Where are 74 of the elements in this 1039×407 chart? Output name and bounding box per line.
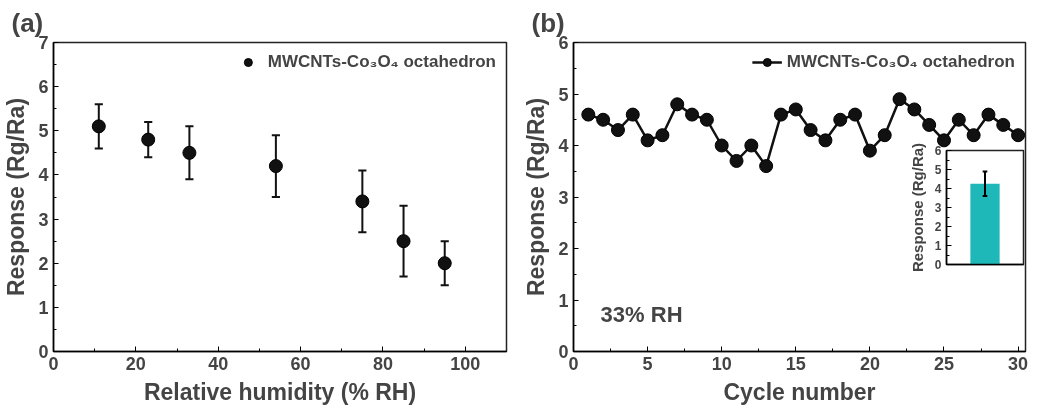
point: [610, 123, 625, 138]
x-tick-label: 10: [711, 353, 732, 374]
y-tick-label: 1: [934, 239, 942, 253]
y-tick-label: 0: [934, 258, 942, 272]
y-tick-label: 3: [558, 187, 569, 208]
y-tick-label: 3: [38, 209, 49, 230]
legend-label: MWCNTs-Co₃O₄ octahedron: [267, 52, 496, 72]
point: [182, 145, 197, 160]
point: [922, 117, 937, 132]
x-tick-label: 80: [372, 353, 393, 374]
annotation: 33% RH: [600, 301, 683, 327]
y-axis-title: Response (Rg/Ra): [908, 142, 926, 273]
x-tick-label: 60: [290, 353, 311, 374]
x-tick-label: 30: [1008, 353, 1029, 374]
x-tick-label: 100: [450, 353, 481, 374]
legend-label: MWCNTs-Co₃O₄ octahedron: [786, 52, 1015, 72]
point: [1011, 128, 1026, 143]
point: [355, 194, 370, 209]
y-axis-title: Response (Rg/Ra): [523, 97, 550, 297]
point: [640, 133, 655, 148]
point: [581, 107, 596, 122]
point: [655, 128, 670, 143]
y-tick-label: 1: [558, 290, 569, 311]
point: [848, 107, 863, 122]
point: [966, 128, 981, 143]
point: [625, 107, 640, 122]
point: [803, 123, 818, 138]
point: [996, 117, 1011, 132]
x-tick-label: 25: [933, 353, 955, 374]
point: [685, 107, 700, 122]
x-tick-label: 40: [208, 353, 229, 374]
y-tick-label: 2: [38, 253, 49, 274]
y-tick-label: 2: [934, 220, 942, 234]
y-tick-label: 5: [38, 121, 49, 142]
point: [268, 159, 283, 174]
x-tick-label: 5: [642, 353, 653, 374]
point: [907, 102, 922, 117]
x-tick-label: 20: [125, 353, 146, 374]
point: [699, 112, 714, 127]
point: [437, 256, 452, 271]
point: [714, 138, 729, 153]
point: [396, 234, 411, 249]
y-tick-label: 6: [38, 77, 49, 98]
point: [951, 112, 966, 127]
y-tick-label: 4: [558, 136, 569, 156]
point: [936, 133, 951, 148]
y-tick-label: 4: [934, 182, 942, 196]
y-tick-label: 1: [38, 297, 49, 318]
x-axis-title: Cycle number: [723, 378, 876, 405]
y-tick-label: 4: [38, 165, 49, 186]
y-tick-label: 5: [558, 84, 569, 105]
point: [788, 102, 803, 117]
point: [862, 143, 877, 158]
point: [744, 138, 759, 153]
point: [141, 132, 156, 147]
point: [773, 107, 788, 122]
y-tick-label: 5: [934, 163, 942, 177]
point: [670, 97, 685, 112]
point: [877, 128, 892, 143]
y-tick-label: 3: [934, 201, 942, 215]
y-axis-title: Response (Rg/Ra): [3, 97, 30, 297]
point: [596, 112, 611, 127]
point: [91, 119, 106, 134]
x-tick-label: 15: [785, 353, 806, 374]
x-axis-title: Relative humidity (% RH): [143, 378, 417, 405]
point: [981, 107, 996, 122]
point: [729, 153, 744, 168]
point: [818, 133, 833, 148]
y-tick-label: 2: [558, 239, 569, 259]
point: [759, 159, 774, 174]
point: [833, 112, 848, 127]
y-tick-label: 6: [934, 144, 942, 158]
x-tick-label: 20: [859, 353, 880, 374]
point: [892, 92, 907, 107]
